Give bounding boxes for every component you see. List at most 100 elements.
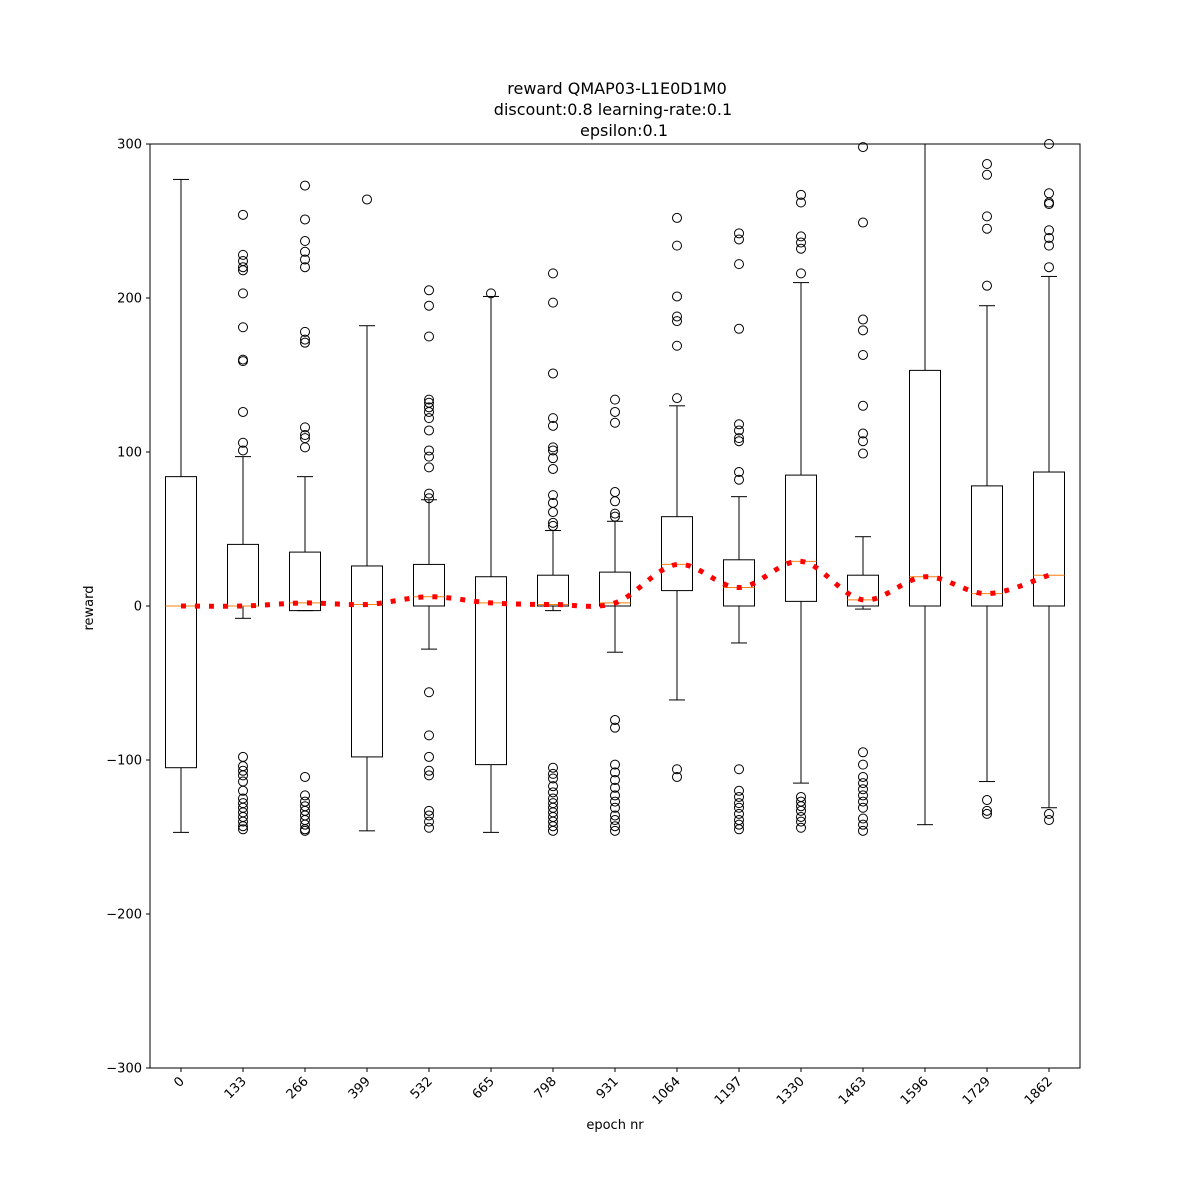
box-1330: [785, 189, 817, 833]
outlier-point: [610, 406, 620, 417]
outlier-point: [424, 751, 434, 762]
outlier-point: [300, 422, 310, 433]
box-665: [475, 288, 507, 833]
outlier-point: [734, 785, 744, 796]
outlier-point: [982, 169, 992, 180]
outlier-point: [858, 790, 868, 801]
outlier-point: [548, 520, 558, 531]
outlier-point: [238, 322, 248, 333]
outlier-point: [982, 808, 992, 819]
box-1197: [723, 228, 755, 835]
outlier-point: [858, 759, 868, 770]
outlier-point: [734, 425, 744, 436]
y-tick-label: 300: [117, 138, 142, 153]
outlier-point: [672, 311, 682, 322]
outlier-point: [796, 811, 806, 822]
outlier-point: [610, 802, 620, 813]
outlier-point: [424, 402, 434, 413]
box-body: [289, 551, 321, 612]
outlier-point: [734, 802, 744, 813]
outlier-point: [238, 356, 248, 367]
outlier-point: [300, 430, 310, 441]
outlier-point: [672, 771, 682, 782]
outlier-point: [796, 805, 806, 816]
outlier-point: [300, 236, 310, 247]
outlier-point: [424, 816, 434, 827]
outlier-point: [424, 462, 434, 473]
outlier-point: [300, 337, 310, 348]
outlier-point: [858, 747, 868, 758]
outlier-point: [424, 810, 434, 821]
outlier-point: [858, 325, 868, 336]
outlier-point: [734, 819, 744, 830]
chart-title: reward QMAP03-L1E0D1M0 discount:0.8 lear…: [494, 79, 732, 140]
box-body: [537, 574, 569, 607]
outlier-point: [424, 300, 434, 311]
outlier-point: [238, 765, 248, 776]
outlier-point: [610, 508, 620, 519]
outlier-point: [796, 231, 806, 242]
outlier-point: [610, 722, 620, 733]
y-axis-label: reward: [82, 585, 97, 630]
outlier-point: [238, 209, 248, 220]
outlier-point: [424, 445, 434, 456]
outlier-point: [300, 334, 310, 345]
box-body: [847, 574, 879, 607]
outlier-point: [982, 159, 992, 170]
outlier-point: [672, 393, 682, 404]
outlier-point: [548, 268, 558, 279]
outlier-point: [424, 488, 434, 499]
outlier-point: [548, 297, 558, 308]
box-1064: [661, 212, 693, 782]
outlier-point: [424, 425, 434, 436]
outlier-point: [982, 223, 992, 234]
outlier-point: [858, 142, 868, 153]
outlier-point: [548, 413, 558, 424]
outlier-point: [610, 714, 620, 725]
outlier-point: [424, 493, 434, 504]
outlier-point: [610, 767, 620, 778]
outlier-point: [300, 442, 310, 453]
outlier-point: [610, 496, 620, 507]
outlier-point: [300, 771, 310, 782]
outlier-point: [734, 436, 744, 447]
outlier-point: [548, 773, 558, 784]
outlier-point: [548, 442, 558, 453]
outlier-point: [858, 778, 868, 789]
box-body: [413, 563, 445, 607]
outlier-point: [858, 448, 868, 459]
outlier-point: [424, 687, 434, 698]
outlier-point: [1044, 240, 1054, 251]
outlier-point: [548, 463, 558, 474]
outlier-point: [796, 801, 806, 812]
box-body: [475, 576, 507, 766]
outlier-point: [672, 764, 682, 775]
outlier-point: [300, 825, 310, 836]
outlier-point: [548, 490, 558, 501]
axes-frame: [149, 143, 1081, 1069]
outlier-point: [858, 813, 868, 824]
outlier-point: [548, 445, 558, 456]
outlier-point: [238, 406, 248, 417]
outlier-point: [796, 197, 806, 208]
outlier-point: [424, 730, 434, 741]
box-266: [289, 180, 321, 836]
outlier-point: [858, 771, 868, 782]
outlier-point: [1044, 232, 1054, 243]
y-tick-label: 200: [117, 292, 142, 307]
outlier-point: [610, 821, 620, 832]
outlier-point: [610, 759, 620, 770]
outlier-point: [548, 762, 558, 773]
outlier-point: [982, 795, 992, 806]
outlier-point: [424, 331, 434, 342]
outlier-point: [858, 784, 868, 795]
outlier-point: [424, 805, 434, 816]
outlier-point: [548, 420, 558, 431]
outlier-point: [796, 816, 806, 827]
outlier-point: [300, 819, 310, 830]
box-body: [165, 476, 197, 769]
y-tick-label: −300: [106, 1062, 142, 1077]
outlier-point: [424, 822, 434, 833]
outlier-point: [1044, 808, 1054, 819]
